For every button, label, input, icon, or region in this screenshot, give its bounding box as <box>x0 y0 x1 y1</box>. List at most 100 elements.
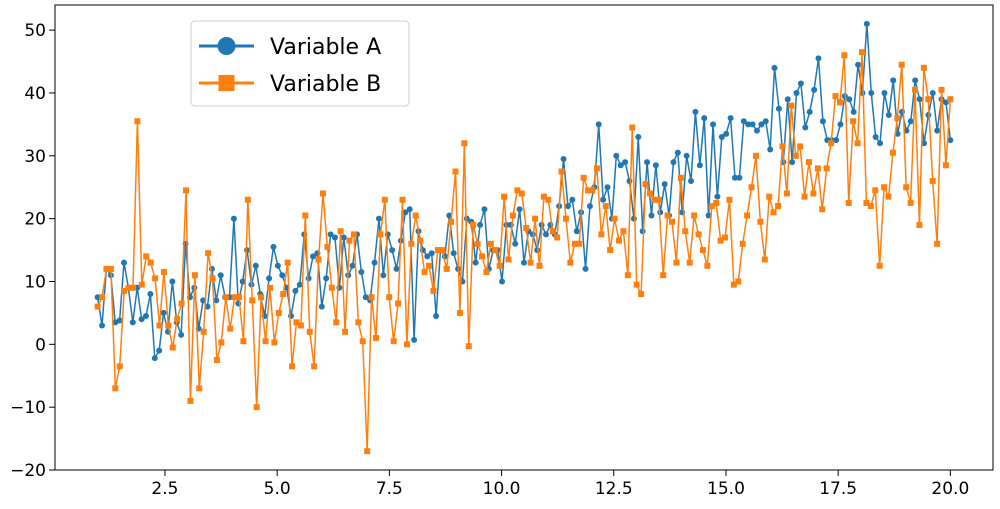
data-point-variable-b <box>280 291 287 298</box>
data-point-variable-b <box>412 212 419 219</box>
data-point-variable-a <box>402 209 409 216</box>
data-point-variable-b <box>403 341 410 348</box>
data-point-variable-b <box>479 253 486 260</box>
data-point-variable-b <box>470 221 477 228</box>
data-point-variable-a <box>121 259 128 266</box>
data-point-variable-b <box>244 196 251 203</box>
data-point-variable-a <box>481 206 488 213</box>
data-point-variable-b <box>814 165 821 172</box>
data-point-variable-b <box>708 203 715 210</box>
data-point-variable-a <box>380 272 387 279</box>
data-point-variable-a <box>204 303 211 310</box>
data-point-variable-a <box>885 111 892 118</box>
x-tick-label: 7.5 <box>376 479 403 499</box>
data-point-variable-b <box>607 247 614 254</box>
data-point-variable-b <box>576 240 583 247</box>
data-point-variable-b <box>695 231 702 238</box>
data-point-variable-a <box>934 127 941 134</box>
data-point-variable-a <box>617 162 624 169</box>
data-point-variable-a <box>160 309 167 316</box>
data-point-variable-b <box>863 199 870 206</box>
legend-label-a: Variable A <box>270 35 381 60</box>
data-point-variable-b <box>258 294 265 301</box>
data-point-variable-b <box>368 294 375 301</box>
y-tick-label: −10 <box>10 398 46 418</box>
data-point-variable-a <box>652 162 659 169</box>
data-point-variable-a <box>138 316 145 323</box>
data-point-variable-a <box>881 89 888 96</box>
data-point-variable-b <box>218 339 225 346</box>
legend: Variable A Variable B <box>190 20 410 107</box>
data-point-variable-b <box>598 231 605 238</box>
data-point-variable-a <box>762 118 769 125</box>
data-point-variable-b <box>372 335 379 342</box>
data-point-variable-b <box>509 212 516 219</box>
data-point-variable-b <box>859 49 865 56</box>
data-point-variable-b <box>752 152 759 159</box>
y-tick-label: 30 <box>24 147 46 167</box>
data-point-variable-b <box>783 190 790 197</box>
data-point-variable-a <box>626 177 633 184</box>
data-point-variable-b <box>562 215 569 222</box>
data-point-variable-b <box>408 240 415 247</box>
data-point-variable-a <box>749 121 756 128</box>
data-point-variable-b <box>240 338 247 345</box>
data-point-variable-a <box>424 253 431 260</box>
data-point-variable-a <box>740 118 747 125</box>
data-point-variable-b <box>302 212 309 219</box>
x-tick-label: 15.0 <box>707 479 745 499</box>
data-point-variable-b <box>315 256 322 263</box>
data-point-variable-b <box>324 243 331 250</box>
data-point-variable-b <box>249 297 256 304</box>
data-point-variable-a <box>692 108 699 115</box>
data-point-variable-b <box>748 184 755 191</box>
data-point-variable-b <box>655 196 662 203</box>
data-point-variable-b <box>580 174 587 181</box>
data-point-variable-b <box>187 397 194 404</box>
data-point-variable-a <box>477 221 484 228</box>
data-point-variable-b <box>417 237 424 244</box>
data-point-variable-a <box>129 319 136 326</box>
data-point-variable-a <box>745 121 752 128</box>
data-point-variable-b <box>624 272 631 279</box>
data-point-variable-b <box>319 190 326 197</box>
y-tick-label: 10 <box>24 272 46 292</box>
data-point-variable-a <box>292 287 299 294</box>
data-point-variable-b <box>717 237 724 244</box>
data-point-variable-b <box>744 212 751 219</box>
data-point-variable-a <box>99 322 106 329</box>
data-point-variable-b <box>496 262 503 269</box>
data-point-variable-b <box>262 338 269 345</box>
data-point-variable-b <box>801 193 808 200</box>
data-point-variable-a <box>916 96 923 103</box>
data-point-variable-b <box>898 61 905 68</box>
data-point-variable-b <box>266 284 273 291</box>
data-point-variable-a <box>912 77 919 84</box>
data-point-variable-b <box>620 228 627 235</box>
data-point-variable-a <box>855 61 862 68</box>
data-point-variable-a <box>389 247 396 254</box>
series-line-variable-b <box>96 51 952 452</box>
data-point-variable-a <box>771 64 778 71</box>
data-point-variable-b <box>713 199 720 206</box>
data-point-variable-a <box>819 118 826 125</box>
data-point-variable-b <box>792 152 799 159</box>
data-point-variable-b <box>165 322 172 329</box>
data-point-variable-a <box>411 336 418 343</box>
data-point-variable-b <box>602 203 609 210</box>
data-point-variable-b <box>699 247 706 254</box>
data-point-variable-b <box>925 96 932 103</box>
data-point-variable-a <box>305 275 312 282</box>
data-point-variable-b <box>929 177 936 184</box>
data-point-variable-b <box>850 118 857 125</box>
data-point-variable-a <box>753 127 760 134</box>
data-point-variable-a <box>701 115 708 122</box>
data-point-variable-a <box>156 347 163 354</box>
data-point-variable-b <box>196 385 203 392</box>
data-point-variable-a <box>868 89 875 96</box>
data-point-variable-b <box>328 284 335 291</box>
data-point-variable-b <box>894 115 901 122</box>
data-point-variable-a <box>595 121 602 128</box>
data-point-variable-b <box>99 294 106 301</box>
data-point-variable-a <box>736 174 743 181</box>
